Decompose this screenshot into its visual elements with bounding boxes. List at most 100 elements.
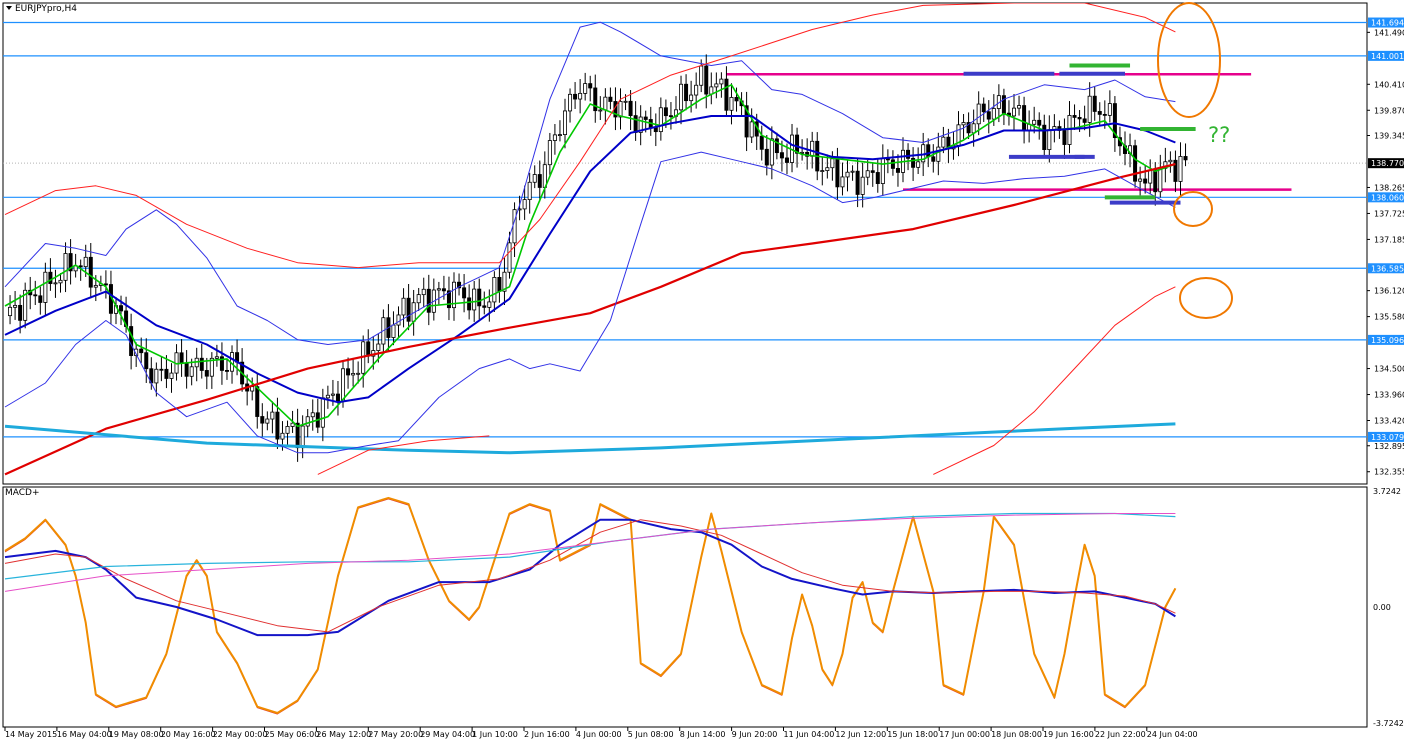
dropdown-triangle-icon[interactable]	[6, 6, 12, 10]
candle	[588, 75, 593, 102]
candle	[1173, 150, 1178, 193]
candle	[966, 112, 971, 140]
candle	[436, 281, 441, 305]
time-tick-label: 22 Jun 22:00	[1095, 730, 1146, 739]
svg-text:136.585: 136.585	[1371, 264, 1404, 273]
price-tick-label: 137.725	[1374, 209, 1404, 218]
candle	[139, 337, 144, 363]
annotation-ellipse-mid[interactable]	[1173, 191, 1213, 227]
candle	[800, 139, 805, 161]
envelope-lower-line	[317, 435, 490, 475]
candle	[224, 359, 229, 380]
candle	[1062, 118, 1067, 159]
bollinger-upper-line	[4, 21, 1176, 345]
annotation-ellipse-low[interactable]	[1179, 277, 1233, 319]
time-tick-label: 22 May 00:00	[213, 730, 268, 739]
candle	[976, 91, 981, 136]
price-tick-label: 138.265	[1374, 183, 1404, 192]
ma-slow-line	[4, 163, 1176, 476]
candle	[779, 140, 784, 172]
candle	[169, 363, 174, 393]
candle	[679, 75, 684, 125]
price-tick-label: 134.500	[1374, 365, 1404, 374]
macd-long-magenta-line	[4, 513, 1176, 592]
candle	[8, 295, 13, 325]
envelope-lower-2-line	[933, 286, 1176, 475]
candle	[421, 277, 426, 308]
time-tick-label: 14 May 2015	[5, 730, 57, 739]
candle	[774, 132, 779, 160]
time-tick-label: 8 Jun 14:00	[680, 730, 726, 739]
time-tick-label: 9 Jun 20:00	[732, 730, 778, 739]
candle	[159, 356, 164, 382]
candle	[931, 144, 936, 173]
annotation-ellipse-top[interactable]	[1157, 2, 1221, 118]
candle	[255, 372, 260, 429]
price-plot	[3, 3, 1367, 476]
candle	[209, 352, 214, 389]
ma-very-slow-line	[4, 422, 1176, 455]
time-tick-label: 16 May 04:00	[57, 730, 112, 739]
annotations: ??	[1157, 2, 1233, 319]
candle	[285, 420, 290, 447]
candle	[961, 114, 966, 139]
candle	[214, 344, 219, 367]
candle	[265, 411, 270, 431]
candle	[684, 74, 689, 111]
candle	[502, 257, 507, 305]
level-price-tag: 135.096	[1368, 334, 1404, 345]
candle	[578, 79, 583, 114]
candle	[532, 165, 537, 189]
candles	[8, 54, 1188, 462]
svg-text:138.770: 138.770	[1371, 159, 1404, 168]
candle	[981, 97, 986, 122]
price-tick-label: 133.960	[1374, 391, 1404, 400]
candle	[936, 132, 941, 176]
candle	[219, 342, 224, 385]
time-tick-label: 17 Jun 00:00	[939, 730, 990, 739]
candle	[1133, 139, 1138, 188]
candle	[704, 54, 709, 109]
level-price-tag: 136.585	[1368, 263, 1404, 274]
candle	[628, 90, 633, 131]
candle	[351, 359, 356, 387]
candle	[270, 401, 275, 434]
price-tick-label: 139.345	[1374, 132, 1404, 141]
candle	[749, 108, 754, 144]
candle	[325, 385, 330, 409]
candle	[769, 126, 774, 180]
candle	[855, 158, 860, 208]
candle	[865, 160, 870, 186]
candle	[568, 88, 573, 123]
macd-plot	[4, 496, 1177, 715]
price-tick-label: 137.185	[1374, 235, 1404, 244]
candle	[1032, 106, 1037, 134]
candle	[547, 132, 552, 176]
candle	[583, 72, 588, 101]
macd-tick-label: 0.00	[1373, 603, 1391, 612]
candle	[356, 361, 361, 384]
candle	[477, 278, 482, 320]
bollinger-lower-line	[4, 151, 1176, 454]
price-frame	[2, 2, 1368, 485]
svg-text:141.001: 141.001	[1371, 52, 1404, 61]
candle	[1037, 112, 1042, 140]
svg-text:133.079: 133.079	[1371, 433, 1404, 442]
candle	[43, 262, 48, 316]
svg-text:141.694: 141.694	[1371, 19, 1404, 28]
candle	[33, 280, 38, 305]
candle	[734, 87, 739, 112]
level-price-tag: 133.079	[1368, 431, 1404, 442]
macd-signal-line	[4, 519, 1176, 633]
candle	[416, 287, 421, 312]
candle	[346, 357, 351, 389]
candle	[78, 259, 83, 281]
candle	[53, 269, 58, 298]
level-price-tag: 138.060	[1368, 192, 1404, 203]
candle	[1168, 151, 1173, 173]
price-tick-label: 132.895	[1374, 442, 1404, 451]
price-tick-label: 133.420	[1374, 417, 1404, 426]
candle	[396, 306, 401, 339]
